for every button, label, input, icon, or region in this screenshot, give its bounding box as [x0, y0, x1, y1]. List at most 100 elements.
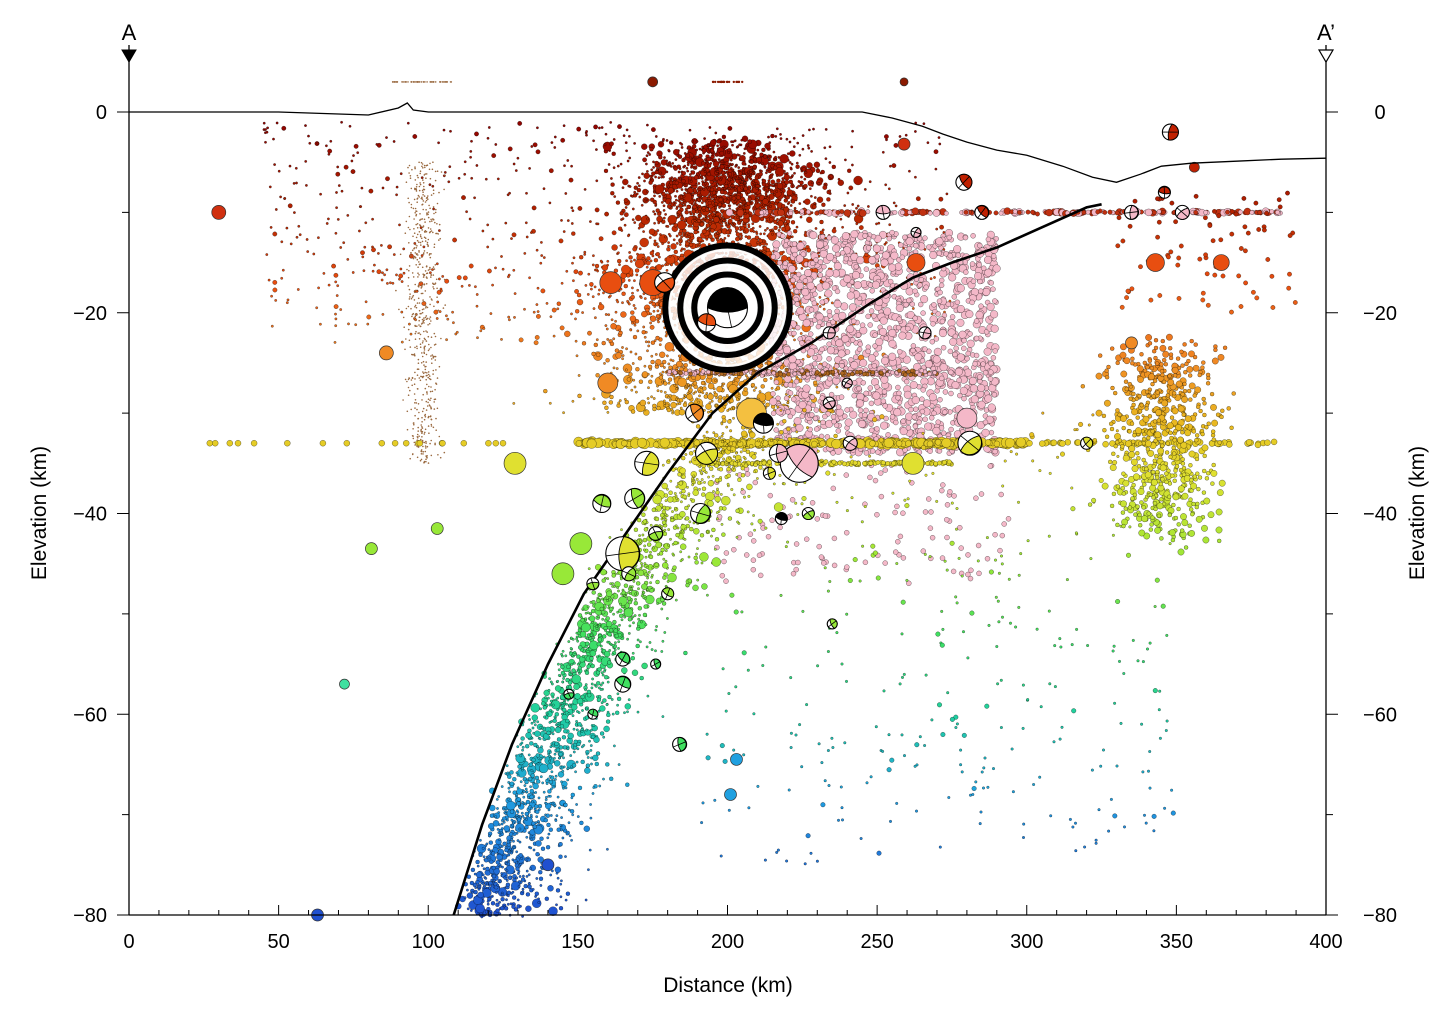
event-dot: [574, 288, 580, 294]
event-dot: [420, 176, 424, 180]
event-dot: [611, 230, 617, 236]
event-dot: [288, 164, 292, 168]
event-dot: [319, 192, 323, 196]
event-dot: [888, 263, 897, 272]
event-dot: [976, 374, 983, 380]
event-dot: [648, 153, 652, 156]
event-dot: [671, 348, 675, 352]
event-dot: [771, 232, 774, 236]
event-dot: [681, 178, 686, 184]
event-dot: [316, 141, 320, 145]
event-dot: [713, 197, 717, 200]
event-dot: [633, 221, 637, 225]
event-dot: [882, 403, 888, 409]
event-dot: [812, 380, 818, 386]
event-dot: [789, 215, 793, 219]
event-dot: [549, 315, 553, 319]
event-dot: [977, 400, 986, 409]
event-dot: [730, 184, 734, 188]
event-dot: [359, 205, 363, 209]
event-dot: [664, 334, 668, 338]
event-dot: [647, 344, 651, 348]
event-dot: [387, 244, 393, 250]
event-dot: [693, 219, 697, 222]
event-dot: [428, 271, 432, 275]
event-dot: [734, 236, 740, 242]
event-dot: [992, 264, 1001, 273]
event-dot: [819, 233, 826, 240]
event-dot: [286, 298, 290, 302]
event-dot: [657, 141, 665, 148]
event-dot: [658, 343, 662, 347]
event-dot: [868, 308, 875, 314]
event-dot: [804, 198, 811, 206]
event-dot: [476, 336, 479, 340]
event-dot: [379, 243, 383, 247]
event-dot: [489, 312, 493, 316]
event-dot: [715, 238, 719, 242]
event-dot: [628, 255, 633, 260]
event-dot: [744, 191, 748, 195]
event-dot: [838, 394, 845, 400]
event-dot: [656, 405, 661, 411]
event-dot: [528, 166, 532, 170]
event-dot: [623, 283, 629, 289]
event-dot: [325, 222, 329, 225]
event-dot: [486, 136, 490, 140]
event-dot: [647, 401, 651, 405]
event-dot: [749, 177, 753, 181]
event-dot: [826, 375, 833, 382]
event-dot: [334, 324, 338, 328]
event-dot: [787, 264, 796, 274]
event-dot: [808, 187, 812, 191]
event-dot: [727, 218, 733, 224]
event-dot: [482, 327, 486, 330]
event-dot: [754, 175, 760, 180]
event-dot: [730, 140, 733, 144]
event-dot: [350, 159, 354, 163]
event-dot: [774, 158, 778, 161]
event-dot: [773, 225, 778, 231]
event-dot: [643, 335, 647, 339]
event-dot: [662, 366, 666, 369]
event-dot: [665, 139, 669, 142]
event-dot: [738, 204, 742, 207]
event-dot: [439, 289, 443, 293]
event-dot: [622, 363, 633, 374]
event-dot: [280, 276, 284, 280]
event-dot: [807, 331, 814, 337]
event-dot: [765, 219, 769, 223]
event-dot: [336, 217, 340, 221]
event-dot: [693, 175, 699, 180]
event-dot: [560, 281, 564, 285]
event-dot: [693, 384, 698, 390]
event-dot: [632, 304, 636, 307]
event-dot: [448, 165, 452, 169]
event-dot: [678, 408, 686, 416]
event-dot: [646, 198, 650, 202]
event-dot: [662, 137, 665, 141]
event-dot: [781, 177, 785, 181]
event-dot: [725, 394, 729, 397]
event-dot: [451, 321, 455, 325]
event-dot: [793, 171, 796, 175]
event-dot: [583, 187, 587, 191]
event-dot: [275, 121, 279, 125]
event-dot: [817, 363, 823, 370]
event-dot: [747, 225, 751, 229]
event-dot: [346, 257, 350, 261]
event-dot: [818, 295, 822, 299]
event-dot: [727, 234, 730, 238]
event-dot: [763, 228, 767, 232]
event-dot: [855, 222, 859, 226]
event-dot: [652, 165, 656, 169]
event-dot: [596, 222, 600, 226]
event-dot: [376, 251, 380, 255]
event-dot: [933, 276, 936, 279]
event-dot: [632, 334, 638, 340]
event-dot: [738, 171, 743, 176]
event-dot: [727, 197, 730, 201]
event-dot: [731, 143, 734, 147]
event-dot: [603, 143, 607, 147]
event-dot: [635, 273, 639, 277]
